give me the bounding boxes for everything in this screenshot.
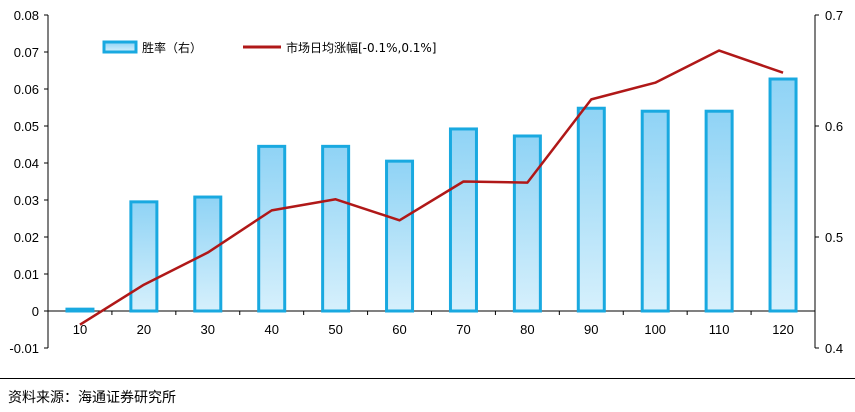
legend-bar-label: 胜率（右） [142,40,202,55]
y-left-tick-label: 0.05 [14,119,39,134]
y-left-tick-label: 0.06 [14,82,39,97]
y-left-tick-label: 0.01 [14,267,39,282]
legend-bar-swatch [102,40,138,54]
y-left-tick-label: 0.08 [14,8,39,23]
y-right-tick-label: 0.7 [825,8,843,23]
y-right-tick-label: 0.4 [825,341,843,356]
bar [448,127,478,313]
y-left-tick-label: -0.01 [9,341,39,356]
bar [321,144,351,313]
bar [768,77,798,313]
y-right-tick-label: 0.6 [825,119,843,134]
x-tick-label: 110 [709,322,730,337]
bar [129,200,159,313]
bar [257,144,287,313]
bar [385,159,415,313]
y-right-tick-label: 0.5 [825,230,843,245]
x-tick-label: 90 [584,322,598,337]
bar [704,109,734,313]
y-left-tick-label: 0.03 [14,193,39,208]
x-tick-label: 120 [772,322,794,337]
x-tick-label: 10 [73,322,87,337]
y-left-tick-label: 0.02 [14,230,39,245]
y-left-tick-label: 0.07 [14,45,39,60]
bar [512,134,542,313]
x-tick-label: 80 [520,322,534,337]
y-left-tick-label: 0 [32,304,39,319]
footer-rule [0,378,855,379]
axes: -0.01 0 0.01 0.02 0.03 0.04 0.05 0.06 0.07 0.08 0.… [9,8,843,356]
legend: 胜率（右） 市场日均涨幅[-0.1%,0.1%] [102,40,436,55]
line-series-path [79,49,784,326]
x-tick-label: 20 [137,322,151,337]
bar [640,109,670,313]
bar [193,195,223,313]
x-tick-label: 50 [328,322,342,337]
bar [576,106,606,313]
legend-line-label: 市场日均涨幅[-0.1%,0.1%] [286,40,436,55]
x-tick-label: 60 [392,322,406,337]
x-tick-label: 70 [456,322,470,337]
x-tick-label: 30 [201,322,215,337]
line-series [79,49,784,326]
y-left-tick-label: 0.04 [14,156,39,171]
x-tick-label: 40 [264,322,278,337]
bar [65,307,95,313]
x-tick-label: 100 [644,322,666,337]
bar-series [65,77,798,313]
source-note: 资料来源：海通证券研究所 [8,390,176,406]
